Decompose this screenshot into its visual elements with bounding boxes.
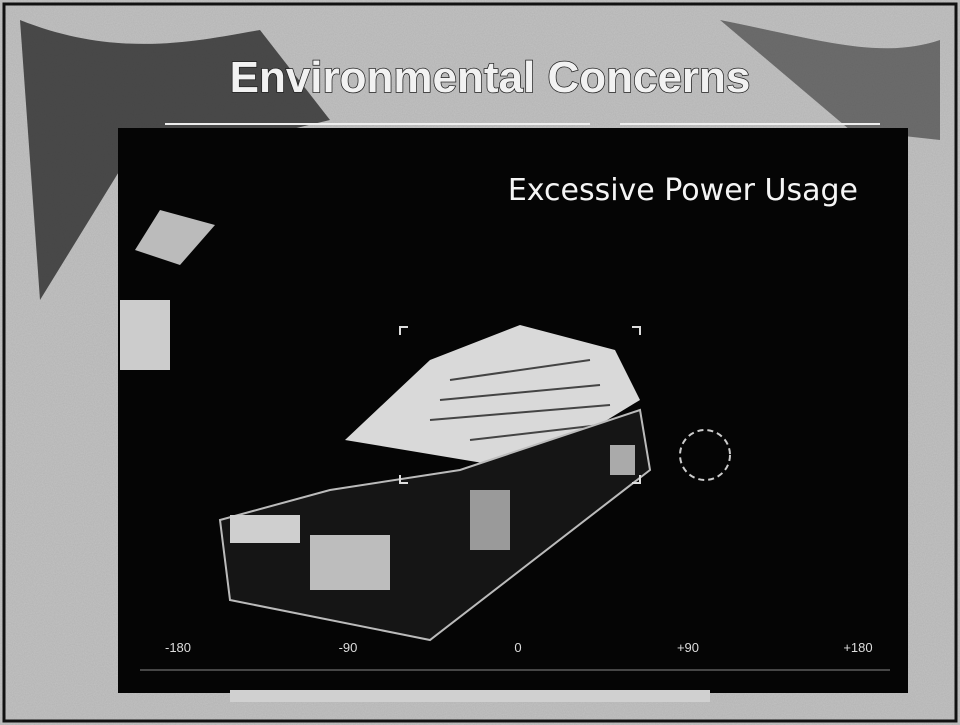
page: Environmental Concerns Excessive Power U… [0,0,960,725]
scale-label: 0 [514,640,521,655]
slide-subtitle: Excessive Power Usage [508,173,858,208]
bottom-strip [230,690,710,702]
slide-title: Environmental Concerns [230,53,751,102]
scale-label: +180 [843,640,872,655]
window-block [470,490,510,550]
scale-label: +90 [677,640,699,655]
window-block [610,445,635,475]
scale-label: -180 [165,640,191,655]
left-object [120,300,170,370]
scale-label: -90 [339,640,358,655]
window-block [230,515,300,543]
slide: Environmental Concerns Excessive Power U… [0,0,960,725]
window-block [310,535,390,590]
